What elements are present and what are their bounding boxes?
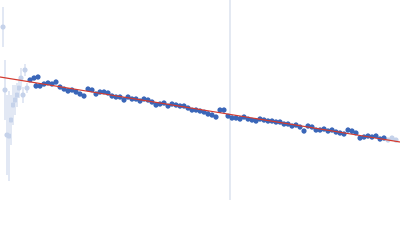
data-point	[37, 83, 43, 89]
data-point	[2, 87, 8, 93]
data-point	[217, 107, 223, 113]
data-point	[73, 89, 79, 95]
data-point	[233, 115, 239, 121]
data-point	[8, 117, 14, 123]
data-point	[237, 116, 243, 122]
data-point	[16, 85, 22, 91]
data-point	[33, 83, 39, 89]
data-point	[81, 93, 87, 99]
data-point	[213, 114, 219, 120]
data-point	[229, 115, 235, 121]
data-point	[12, 97, 18, 103]
data-point	[349, 128, 355, 134]
data-point	[153, 102, 159, 108]
data-point	[10, 102, 16, 108]
data-point	[209, 112, 215, 118]
data-point	[35, 74, 41, 80]
data-point	[253, 118, 259, 124]
data-point	[345, 127, 351, 133]
data-point	[389, 135, 395, 141]
data-point	[205, 111, 211, 117]
data-point	[357, 135, 363, 141]
data-point	[77, 91, 83, 97]
data-point	[6, 133, 12, 139]
data-point	[14, 92, 20, 98]
data-point	[121, 97, 127, 103]
data-point	[85, 86, 91, 92]
data-point	[31, 75, 37, 81]
data-point	[221, 107, 227, 113]
data-point	[65, 88, 71, 94]
fit-line	[0, 76, 400, 143]
data-point	[20, 92, 26, 98]
data-point	[24, 85, 30, 91]
data-point	[301, 128, 307, 134]
data-point	[18, 75, 24, 81]
chart	[0, 0, 400, 200]
data-point	[53, 79, 59, 85]
data-point	[22, 67, 28, 73]
data-point	[0, 24, 6, 30]
